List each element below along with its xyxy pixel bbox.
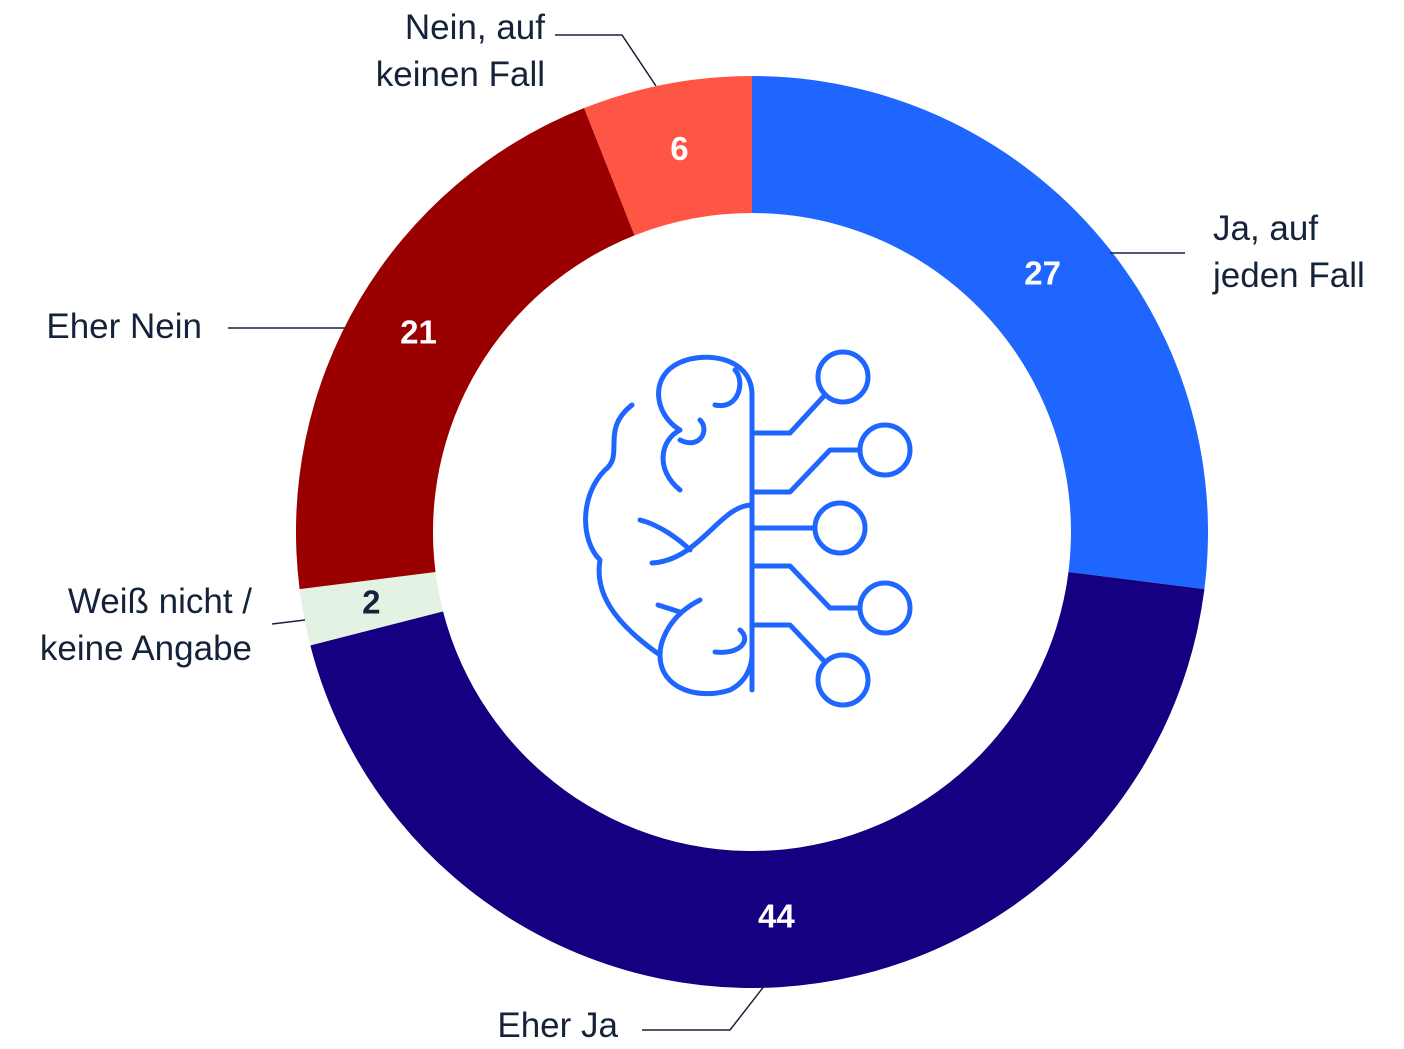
value-label: 21 xyxy=(400,313,437,350)
value-label: 27 xyxy=(1024,254,1061,291)
donut-segment xyxy=(584,76,752,236)
category-label: Eher Ja xyxy=(497,1006,618,1045)
donut-segment xyxy=(752,76,1208,590)
category-label: Nein, auf keinen Fall xyxy=(375,8,545,94)
value-label: 6 xyxy=(670,130,688,167)
leader-line xyxy=(642,984,766,1031)
donut-segment xyxy=(295,108,635,590)
category-label: Ja, auf jeden Fall xyxy=(1213,209,1365,295)
category-label: Weiß nicht / keine Angabe xyxy=(39,582,252,668)
leader-line xyxy=(555,34,657,87)
donut-segment xyxy=(299,571,444,646)
leader-lines xyxy=(228,34,1185,1031)
value-label: 2 xyxy=(362,583,380,620)
brain-icon xyxy=(583,349,913,708)
value-label: 44 xyxy=(758,897,795,934)
leader-line xyxy=(271,619,306,625)
segments xyxy=(295,76,1208,988)
category-label: Eher Nein xyxy=(46,307,202,346)
donut-segment xyxy=(310,571,1205,988)
